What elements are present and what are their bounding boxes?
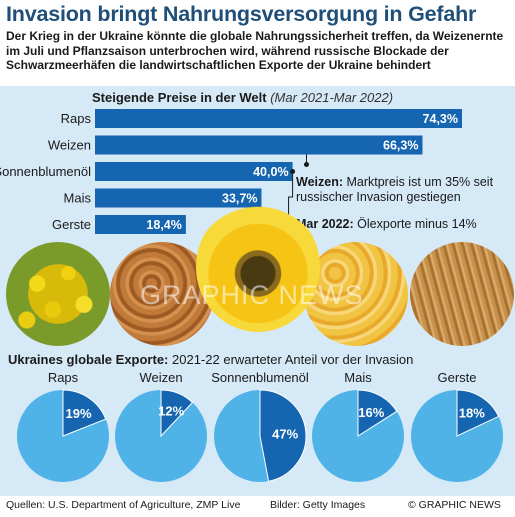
wheat-callout-dot	[303, 162, 309, 167]
pie-value-label: 47%	[272, 427, 298, 442]
crop-photos	[0, 202, 515, 348]
prices-heading-title: Steigende Preise in der Welt	[92, 90, 267, 105]
bar-category-label: Raps	[61, 111, 92, 126]
pie-value-label: 16%	[358, 405, 384, 420]
watermark: GRAPHIC NEWS	[140, 280, 364, 310]
price-bar	[95, 162, 293, 181]
bar-category-label: Sonnenblumenöl	[0, 164, 91, 179]
pie-category-label: Gerste	[437, 370, 477, 385]
pie-category-label: Mais	[344, 370, 372, 385]
page-subtitle: Der Krieg in der Ukraine könnte die glob…	[6, 29, 504, 72]
price-bar	[95, 135, 423, 155]
pie-category-label: Weizen	[139, 370, 183, 385]
pie-slice	[62, 389, 107, 437]
prices-heading: Steigende Preise in der Welt (Mar 2021-M…	[92, 90, 393, 105]
price-bar	[95, 109, 462, 128]
bar-category-label: Gerste	[52, 217, 91, 232]
page-title: Invasion bringt Nahrungsversorgung in Ge…	[6, 2, 477, 26]
pie-value-label: 18%	[459, 406, 485, 421]
oil-note-label: Mar 2022:	[296, 217, 354, 231]
price-bar	[95, 215, 186, 234]
bar-category-label: Mais	[64, 191, 92, 206]
barley-photo	[410, 242, 514, 346]
bar-category-label: Weizen	[48, 138, 91, 153]
corn-photo	[304, 242, 408, 346]
sunflower-photo	[196, 202, 320, 332]
prices-heading-period: (Mar 2021-Mar 2022)	[270, 90, 394, 105]
price-bar	[95, 188, 262, 208]
pie-category-label: Raps	[47, 370, 79, 385]
exports-heading: Ukraines globale Exporte: 2021-22 erwart…	[8, 352, 413, 367]
bar-value-label: 18,4%	[146, 218, 181, 232]
pie-value-label: 12%	[158, 403, 184, 418]
pie-slice	[456, 389, 500, 437]
footer-sources: Quellen: U.S. Department of Agriculture,…	[6, 499, 241, 511]
wheat-note-label: Weizen:	[296, 175, 343, 189]
pie-slice	[160, 389, 194, 438]
rapeseed-photo	[6, 242, 110, 346]
exports-heading-text: 2021-22 erwarteter Anteil vor der Invasi…	[172, 352, 414, 367]
bar-value-label: 66,3%	[383, 139, 418, 153]
footer-images: Bilder: Getty Images	[270, 499, 366, 511]
bar-value-label: 40,0%	[253, 165, 288, 179]
bar-value-label: 74,3%	[423, 112, 458, 126]
oil-note-text: Ölexporte minus 14%	[357, 217, 477, 231]
pie-value-label: 19%	[65, 406, 91, 421]
exports-heading-title: Ukraines globale Exporte:	[8, 352, 169, 367]
pie-category-label: Sonnenblumenöl	[211, 370, 309, 385]
wheat-note: Weizen: Marktpreis ist um 35% seit russi…	[296, 175, 501, 205]
pie-slice	[357, 389, 398, 437]
price-bar-chart: Raps 74,3% Weizen 66,3% Sonnenblumenöl 40,0% M…	[0, 109, 462, 234]
oil-callout-dot	[290, 169, 296, 174]
footer-copyright: © GRAPHIC NEWS	[408, 499, 501, 511]
wheat-note-text: Marktpreis ist um 35% seit russischer In…	[296, 175, 494, 204]
pie-slice	[259, 389, 307, 482]
oil-note: Mar 2022: Ölexporte minus 14%	[296, 217, 501, 232]
